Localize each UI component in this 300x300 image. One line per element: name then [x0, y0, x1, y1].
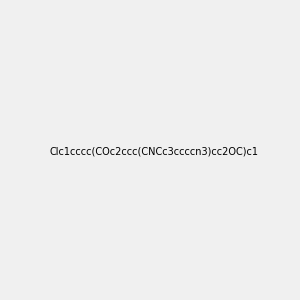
Text: Clc1cccc(COc2ccc(CNCc3ccccn3)cc2OC)c1: Clc1cccc(COc2ccc(CNCc3ccccn3)cc2OC)c1 [49, 146, 258, 157]
